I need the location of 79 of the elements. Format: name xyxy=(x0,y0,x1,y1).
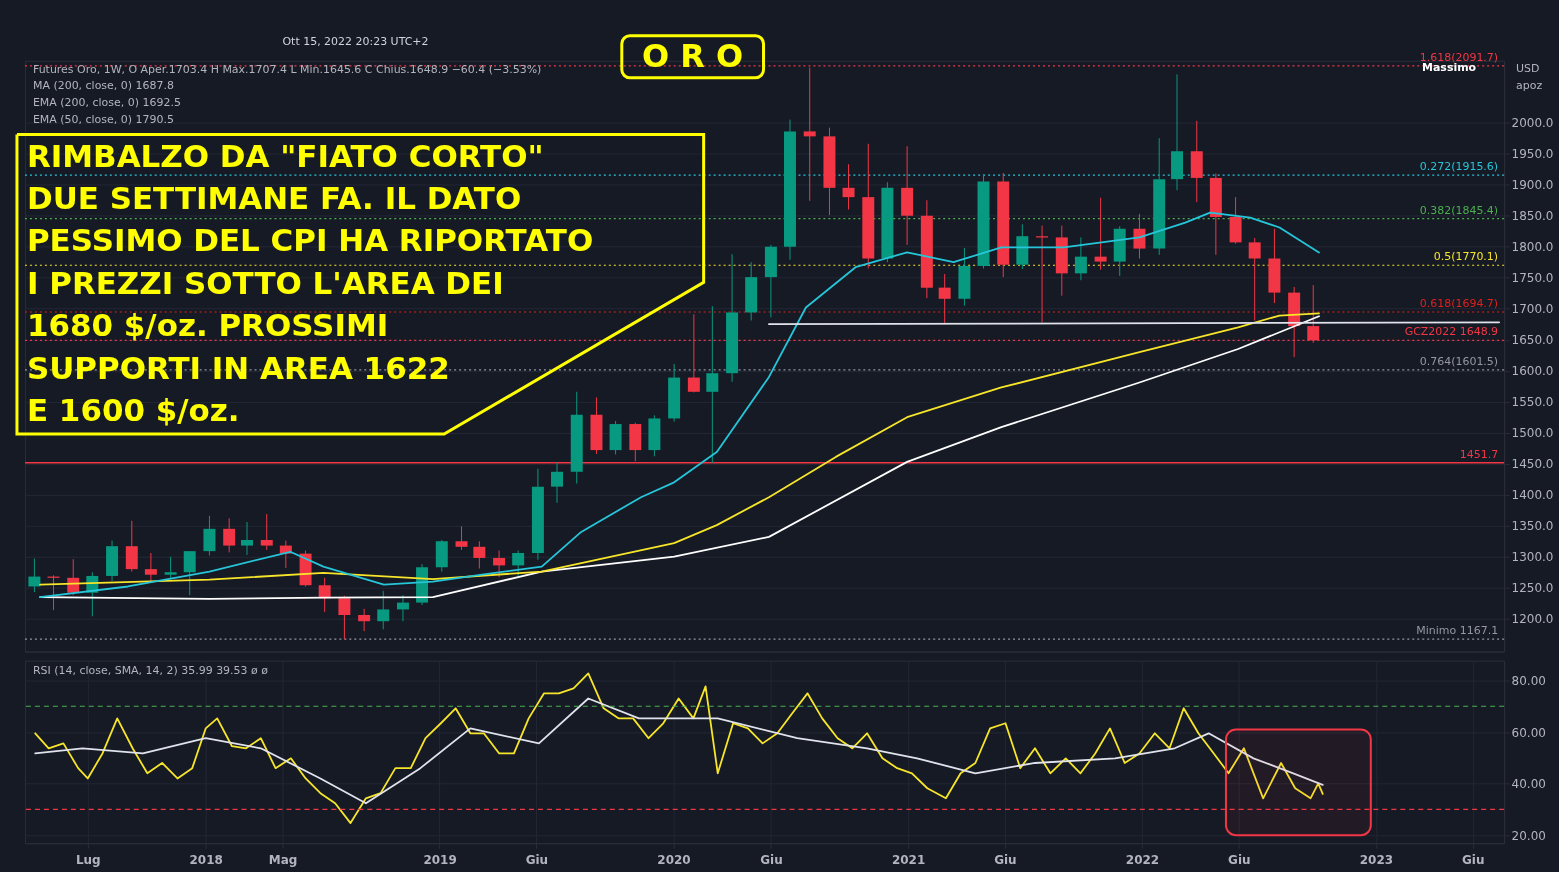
y-tick-label: 1300.0 xyxy=(1511,550,1554,565)
ref-line-label: 0.618(1694.7) xyxy=(1419,297,1499,311)
candlestick xyxy=(203,515,216,556)
chart-title: O R O xyxy=(642,36,744,75)
candlestick xyxy=(377,590,390,630)
candlestick xyxy=(706,305,719,464)
annotation: Futures Oro, 1W, O Aper.1703.4 H Max.1707.4 L Min.1645.6 C Chius.1648.9 −60.4 (−3.53%) xyxy=(32,62,542,76)
x-tick-label: Lug xyxy=(75,852,101,867)
annotation: RSI (14, close, SMA, 14, 2) 35.99 39.53 ø ø xyxy=(32,663,269,677)
y-tick-label: 1850.0 xyxy=(1511,209,1554,224)
annotation: RIMBALZO DA "FIATO CORTO" DUE SETTIMANE FA. IL DATO PESSIMO DEL CPI HA RIPORTATO I PREZZI SOTTO L'AREA DEI 1680 $/oz. PROSSIMI SUPPORTI IN AREA 1622 E 1600 $/oz. xyxy=(26,137,594,429)
y-tick-label: 1500.0 xyxy=(1511,426,1554,441)
candlestick xyxy=(803,67,816,202)
candlestick xyxy=(493,550,506,578)
candlestick xyxy=(125,520,138,573)
text: apoz xyxy=(1516,78,1543,92)
candlestick xyxy=(842,163,855,211)
candlestick xyxy=(183,550,196,596)
x-tick-label: Giu xyxy=(525,852,549,867)
candlestick xyxy=(164,556,177,580)
text: Ott 15, 2022 20:23 UTC+2 xyxy=(282,34,429,48)
candlestick xyxy=(455,525,468,551)
y-tick-label: 60.00 xyxy=(1511,725,1546,740)
x-tick-label: Giu xyxy=(760,852,783,867)
candlestick xyxy=(144,552,157,582)
x-tick-label: Mag xyxy=(268,852,298,867)
x-tick-label: Giu xyxy=(1228,852,1251,867)
candlestick xyxy=(338,595,351,640)
x-tick-label: 2020 xyxy=(657,852,691,867)
x-tick-label: Giu xyxy=(1461,852,1485,867)
candlestick xyxy=(473,540,486,569)
y-tick-label: 1650.0 xyxy=(1511,333,1554,348)
y-tick-label: 1700.0 xyxy=(1511,302,1554,317)
y-tick-label: 2000.0 xyxy=(1511,116,1554,131)
y-tick-label: 1400.0 xyxy=(1511,488,1554,503)
y-tick-label: 20.00 xyxy=(1511,828,1546,843)
y-tick-label: 1900.0 xyxy=(1511,178,1554,193)
annotation: MA (200, close, 0) 1687.8 xyxy=(32,78,174,92)
y-tick-label: 1600.0 xyxy=(1511,364,1554,379)
candlestick xyxy=(551,461,563,504)
candlestick xyxy=(358,608,371,632)
y-tick-label: 1450.0 xyxy=(1511,457,1554,472)
candlestick xyxy=(1133,213,1146,259)
candlestick xyxy=(260,513,273,551)
y-tick-label: 1200.0 xyxy=(1511,612,1554,627)
candlestick xyxy=(1094,197,1107,271)
candlestick xyxy=(241,521,253,556)
annotation: EMA (200, close, 0) 1692.5 xyxy=(32,95,181,109)
ref-line-label: 0.5(1770.1) xyxy=(1433,250,1499,264)
ref-line-label: 0.272(1915.6) xyxy=(1419,160,1499,174)
x-tick-label: 2023 xyxy=(1359,852,1394,867)
y-tick-label: 1550.0 xyxy=(1511,395,1554,410)
x-tick-label: Giu xyxy=(994,852,1017,867)
y-tick-label: 1750.0 xyxy=(1511,271,1554,286)
ref-line-label: GCZ2022 1648.9 xyxy=(1404,325,1499,339)
ref-line-label: 0.764(1601.5) xyxy=(1419,354,1499,368)
x-tick-label: 2022 xyxy=(1125,852,1160,867)
x-tick-label: 2019 xyxy=(423,852,457,867)
y-tick-label: 80.00 xyxy=(1511,673,1546,688)
candlestick xyxy=(1248,237,1261,321)
y-tick-label: 1950.0 xyxy=(1511,147,1554,162)
line-series xyxy=(34,697,1324,805)
candlestick xyxy=(28,558,41,593)
x-tick-label: 2021 xyxy=(891,852,926,867)
candlestick xyxy=(223,517,236,553)
y-tick-label: 1250.0 xyxy=(1511,581,1554,596)
annotation: EMA (50, close, 0) 1790.5 xyxy=(32,112,174,126)
candlestick xyxy=(938,273,951,324)
ref-line-label: Minimo 1167.1 xyxy=(1416,624,1499,638)
y-tick-label: 1350.0 xyxy=(1511,519,1554,534)
ref-line-label: 1451.7 xyxy=(1459,447,1499,461)
ref-line-label: 0.382(1845.4) xyxy=(1419,203,1499,217)
candlestick xyxy=(1074,236,1087,281)
candlestick xyxy=(318,577,331,613)
text: USD xyxy=(1516,61,1540,75)
y-tick-label: 1800.0 xyxy=(1511,240,1554,255)
candlestick xyxy=(512,550,525,578)
x-tick-label: 2018 xyxy=(189,852,223,867)
y-tick-label: 40.00 xyxy=(1511,777,1546,792)
